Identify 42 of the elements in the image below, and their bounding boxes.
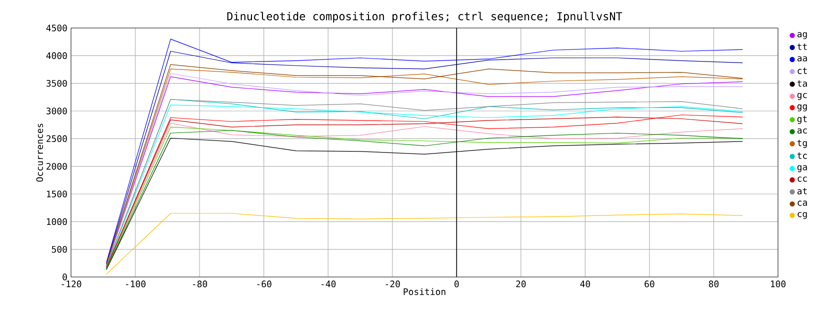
legend-label: gt — [797, 116, 807, 124]
x-tick-label: 60 — [644, 280, 654, 288]
legend-label: ca — [798, 200, 807, 206]
y-tick-label: 500 — [52, 246, 67, 253]
y-tick-label: 4000 — [46, 52, 67, 60]
y-tick-label: 4500 — [46, 24, 67, 32]
legend-label: ac — [797, 128, 807, 134]
y-tick-label: 1000 — [46, 218, 67, 226]
x-tick-label: 80 — [708, 280, 719, 288]
legend-label: gc — [797, 93, 807, 100]
legend-label: cc — [798, 176, 807, 182]
x-tick-label: 100 — [770, 280, 786, 288]
x-tick-label: 20 — [516, 280, 526, 288]
x-tick-label: -80 — [193, 280, 208, 288]
x-axis-title: Position — [404, 288, 446, 296]
legend-label: gg — [797, 104, 807, 112]
x-tick-label: -60 — [257, 280, 272, 288]
y-tick-label: 2000 — [46, 162, 67, 170]
x-tick-label: 0 — [454, 280, 459, 288]
legend-label: ta — [797, 80, 807, 87]
legend-label: ga — [797, 165, 807, 172]
legend-label: tc — [797, 152, 807, 159]
chart-title: Dinucleotide composition profiles; ctrl sequence; IpnullvsNT — [227, 12, 622, 22]
legend-label: tg — [797, 140, 807, 148]
legend-label: ct — [798, 68, 807, 74]
x-tick-label: -120 — [62, 280, 82, 288]
y-tick-label: 2500 — [46, 135, 67, 142]
legend-label: ag — [797, 32, 807, 40]
legend-label: tt — [797, 44, 807, 50]
y-tick-label: 0 — [62, 274, 67, 280]
line-series — [106, 213, 743, 275]
legend-label: aa — [797, 56, 807, 62]
x-tick-label: -20 — [386, 280, 400, 288]
x-tick-label: -100 — [126, 280, 146, 288]
legend-label: at — [797, 188, 807, 194]
y-tick-label: 3500 — [46, 80, 67, 87]
x-tick-label: 40 — [580, 280, 590, 288]
y-tick-label: 3000 — [46, 108, 67, 114]
x-tick-label: -40 — [322, 280, 336, 288]
y-tick-label: 1500 — [46, 190, 67, 198]
y-axis-title: Occurrences — [36, 124, 44, 182]
legend-label: cg — [798, 212, 807, 220]
